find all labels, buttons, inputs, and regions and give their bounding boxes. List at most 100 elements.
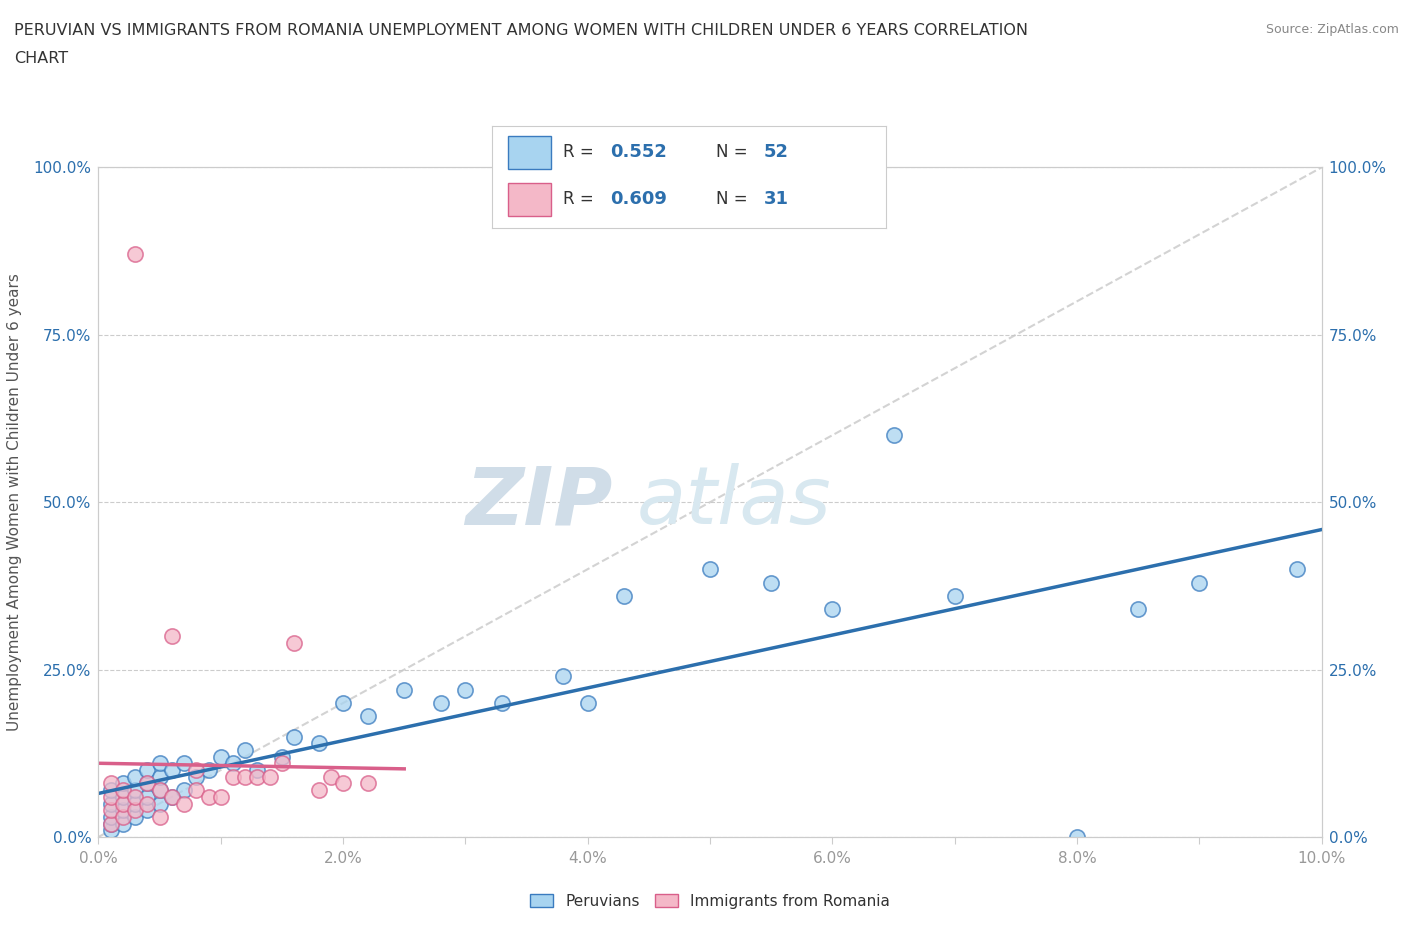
Point [222, 756, 245, 771]
Y-axis label: Unemployment Among Women with Children Under 6 years: Unemployment Among Women with Children U… [7, 273, 22, 731]
Point [613, 589, 636, 604]
Point [136, 796, 159, 811]
Point [392, 683, 416, 698]
Point [491, 696, 513, 711]
Point [160, 763, 183, 777]
Point [759, 575, 782, 590]
Point [283, 729, 305, 744]
Point [136, 763, 159, 777]
Point [259, 769, 281, 784]
Point [111, 796, 134, 811]
Text: CHART: CHART [14, 51, 67, 66]
Point [124, 790, 146, 804]
Point [1188, 575, 1211, 590]
Point [209, 750, 232, 764]
Point [111, 803, 134, 817]
Text: R =: R = [562, 191, 599, 208]
Point [149, 756, 172, 771]
Text: 52: 52 [763, 143, 789, 161]
Point [454, 683, 477, 698]
Point [124, 769, 146, 784]
Point [149, 796, 172, 811]
Point [173, 783, 195, 798]
Point [100, 776, 122, 790]
Point [197, 790, 219, 804]
Point [943, 589, 966, 604]
Text: 0.552: 0.552 [610, 143, 666, 161]
Point [111, 817, 134, 831]
Point [136, 803, 159, 817]
Point [149, 769, 172, 784]
Point [160, 790, 183, 804]
Text: PERUVIAN VS IMMIGRANTS FROM ROMANIA UNEMPLOYMENT AMONG WOMEN WITH CHILDREN UNDER: PERUVIAN VS IMMIGRANTS FROM ROMANIA UNEM… [14, 23, 1028, 38]
Point [186, 783, 208, 798]
Point [1286, 562, 1309, 577]
Point [100, 823, 122, 838]
Point [553, 669, 575, 684]
Text: ZIP: ZIP [465, 463, 612, 541]
Point [100, 783, 122, 798]
Point [356, 776, 378, 790]
Point [186, 763, 208, 777]
Point [100, 817, 122, 831]
Point [699, 562, 721, 577]
Point [186, 769, 208, 784]
Point [821, 602, 844, 617]
Text: R =: R = [562, 143, 599, 161]
Point [124, 803, 146, 817]
Point [124, 783, 146, 798]
Point [100, 817, 122, 831]
Point [430, 696, 453, 711]
Point [883, 428, 905, 443]
Point [111, 809, 134, 824]
Point [1128, 602, 1150, 617]
Point [149, 783, 172, 798]
Text: Source: ZipAtlas.com: Source: ZipAtlas.com [1265, 23, 1399, 36]
Point [332, 696, 354, 711]
FancyBboxPatch shape [508, 183, 551, 216]
Text: atlas: atlas [637, 463, 831, 541]
Point [173, 796, 195, 811]
Point [283, 635, 305, 650]
Point [356, 709, 378, 724]
Point [136, 776, 159, 790]
Point [136, 776, 159, 790]
Point [197, 763, 219, 777]
Text: N =: N = [717, 143, 754, 161]
Point [246, 769, 269, 784]
Point [124, 796, 146, 811]
Point [222, 769, 245, 784]
FancyBboxPatch shape [508, 136, 551, 168]
Point [160, 629, 183, 644]
Point [149, 809, 172, 824]
Text: 31: 31 [763, 191, 789, 208]
Point [319, 769, 342, 784]
Point [1066, 830, 1088, 844]
Point [576, 696, 599, 711]
Point [332, 776, 354, 790]
Point [100, 803, 122, 817]
Point [233, 769, 256, 784]
Point [233, 742, 256, 757]
Point [100, 796, 122, 811]
Point [308, 736, 330, 751]
Point [111, 783, 134, 798]
Point [270, 756, 292, 771]
Point [124, 247, 146, 262]
Point [173, 756, 195, 771]
Point [308, 783, 330, 798]
Point [111, 790, 134, 804]
Point [100, 790, 122, 804]
Point [124, 809, 146, 824]
Point [160, 790, 183, 804]
Point [136, 790, 159, 804]
Point [111, 776, 134, 790]
Point [246, 763, 269, 777]
Point [270, 750, 292, 764]
Point [149, 783, 172, 798]
Text: 0.609: 0.609 [610, 191, 666, 208]
Text: N =: N = [717, 191, 754, 208]
Legend: Peruvians, Immigrants from Romania: Peruvians, Immigrants from Romania [523, 886, 897, 916]
Point [100, 809, 122, 824]
Point [209, 790, 232, 804]
